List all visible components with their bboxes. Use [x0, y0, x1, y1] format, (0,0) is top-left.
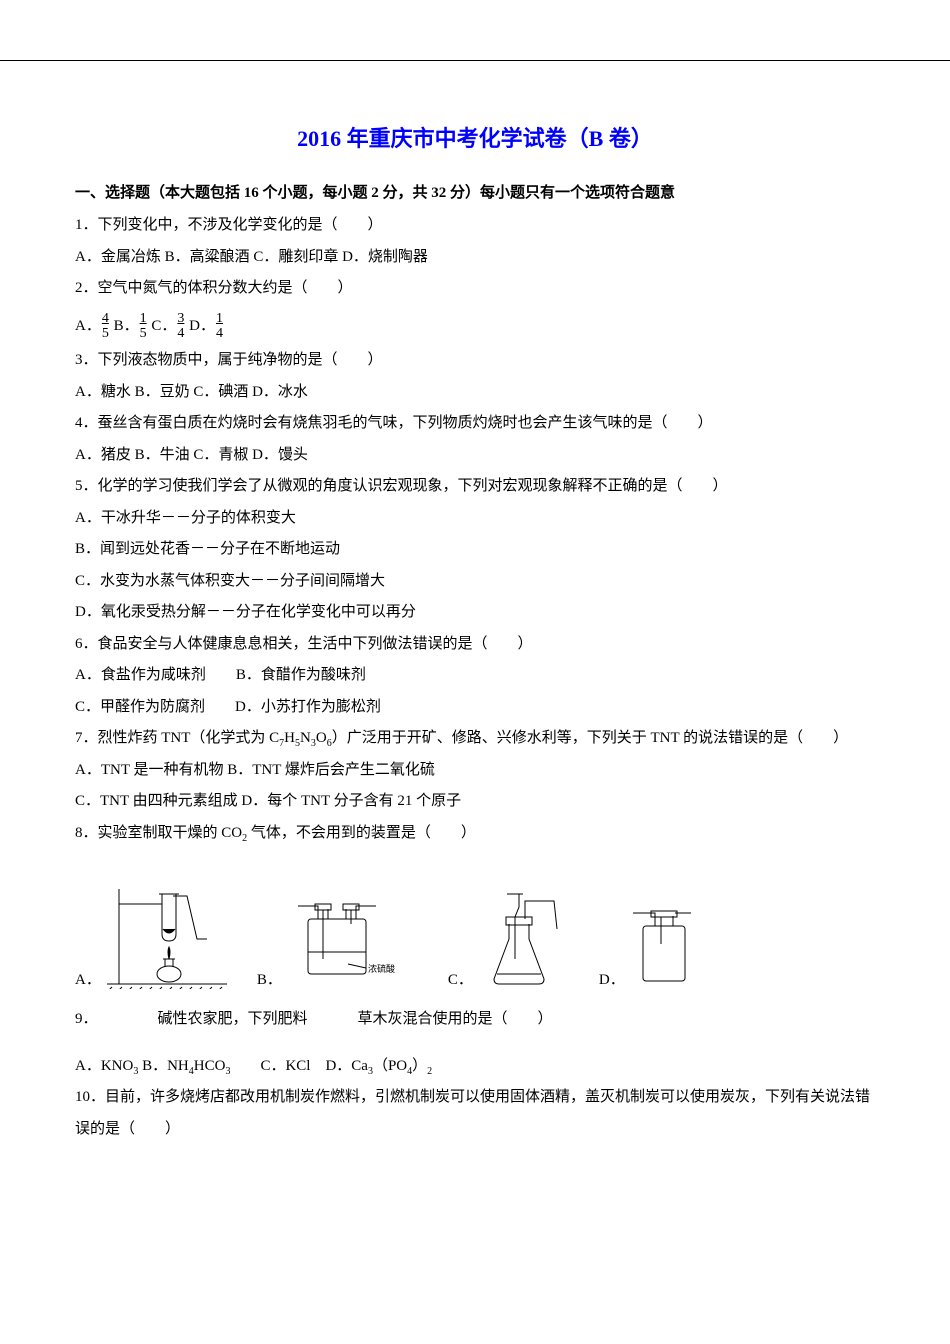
- q6-cd: C．甲醛作为防腐剂 D．小苏打作为膨松剂: [75, 692, 875, 724]
- page-title: 2016 年重庆市中考化学试卷（B 卷）: [75, 121, 875, 153]
- q2-d-frac: 14: [215, 311, 224, 342]
- q5-b: B．闻到远处花香－－分子在不断地运动: [75, 534, 875, 566]
- q2-stem: 2．空气中氮气的体积分数大约是（ ）: [75, 273, 875, 305]
- q5-stem: 5．化学的学习使我们学会了从微观的角度认识宏观现象，下列对宏观现象解释不正确的是…: [75, 471, 875, 503]
- q8-diagram-b: 浓硫酸: [288, 894, 398, 989]
- section-header: 一、选择题（本大题包括 16 个小题，每小题 2 分，共 32 分）每小题只有一…: [75, 181, 875, 202]
- q4-stem: 4．蚕丝含有蛋白质在灼烧时会有烧焦羽毛的气味，下列物质灼烧时也会产生该气味的是（…: [75, 408, 875, 440]
- q4-options: A．猪皮 B．牛油 C．青椒 D．馒头: [75, 440, 875, 472]
- q8-d-label: D．: [599, 968, 625, 989]
- q8-options-row: A．: [75, 879, 875, 989]
- q7-cd: C．TNT 由四种元素组成 D．每个 TNT 分子含有 21 个原子: [75, 786, 875, 818]
- q6-ab: A．食盐作为咸味剂 B．食醋作为酸味剂: [75, 660, 875, 692]
- q8-a-label: A．: [75, 968, 101, 989]
- q1-stem: 1．下列变化中，不涉及化学变化的是（ ）: [75, 210, 875, 242]
- q9-options: A．KNO3 B．NH4HCO3 C．KCl D．Ca3（PO4）2: [75, 1051, 875, 1083]
- svg-text:浓硫酸: 浓硫酸: [368, 963, 395, 974]
- q3-options: A．糖水 B．豆奶 C．碘酒 D．冰水: [75, 377, 875, 409]
- q2-b-label: B．: [114, 317, 139, 333]
- q2-c-label: C．: [151, 317, 176, 333]
- q2-d-label: D．: [189, 317, 215, 333]
- q9-stem: 9．碱性农家肥，下列肥料草木灰混合使用的是（ ）: [75, 1004, 875, 1036]
- q5-d: D．氧化汞受热分解－－分子在化学变化中可以再分: [75, 597, 875, 629]
- q8-diagram-a: [107, 879, 227, 989]
- q5-a: A．干冰升华－－分子的体积变大: [75, 503, 875, 535]
- q2-a-label: A．: [75, 317, 101, 333]
- q8-diagram-c: [479, 889, 569, 989]
- q2-c-frac: 34: [176, 311, 185, 342]
- q2-options: A．45 B．15 C．34 D．14: [75, 311, 875, 342]
- q10-stem: 10．目前，许多烧烤店都改用机制炭作燃料，引燃机制炭可以使用固体酒精，盖灭机制炭…: [75, 1082, 875, 1145]
- q8-b-label: B．: [257, 968, 282, 989]
- q8-diagram-d: [631, 904, 701, 989]
- q8-stem: 8．实验室制取干燥的 CO2 气体，不会用到的装置是（ ）: [75, 818, 875, 850]
- q5-c: C．水变为水蒸气体积变大－－分子间间隔增大: [75, 566, 875, 598]
- q7-ab: A．TNT 是一种有机物 B．TNT 爆炸后会产生二氧化硫: [75, 755, 875, 787]
- q7-stem: 7．烈性炸药 TNT（化学式为 C7H5N3O6）广泛用于开矿、修路、兴修水利等…: [75, 723, 875, 755]
- q3-stem: 3．下列液态物质中，属于纯净物的是（ ）: [75, 345, 875, 377]
- exam-page: 2016 年重庆市中考化学试卷（B 卷） 一、选择题（本大题包括 16 个小题，…: [0, 60, 950, 1185]
- q6-stem: 6．食品安全与人体健康息息相关，生活中下列做法错误的是（ ）: [75, 629, 875, 661]
- q2-b-frac: 15: [139, 311, 148, 342]
- q8-c-label: C．: [448, 968, 473, 989]
- q1-options: A．金属冶炼 B．高粱酿酒 C．雕刻印章 D．烧制陶器: [75, 242, 875, 274]
- q2-a-frac: 45: [101, 311, 110, 342]
